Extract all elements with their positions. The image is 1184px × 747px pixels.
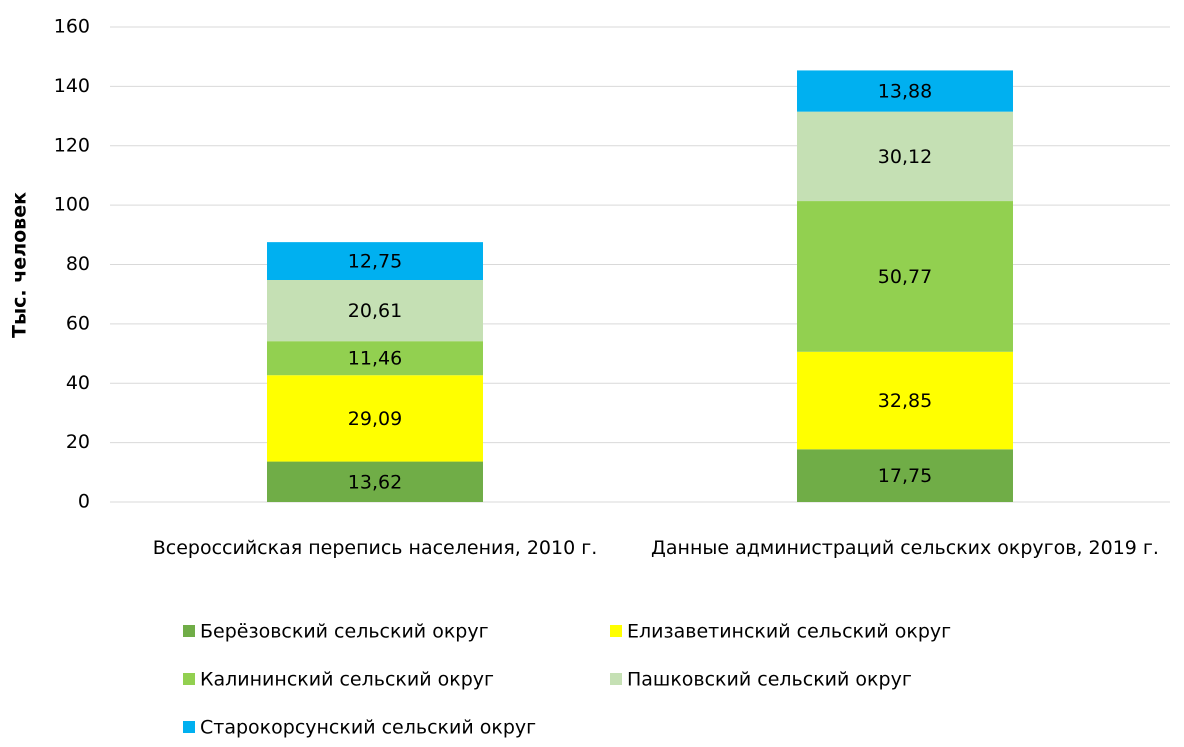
y-tick-label: 40 — [66, 372, 90, 394]
bar-segment — [797, 70, 1013, 112]
data-label: 30,12 — [878, 146, 932, 168]
bar-segment — [267, 461, 483, 502]
y-tick-label: 160 — [54, 16, 90, 38]
bar-segment — [797, 111, 1013, 202]
x-tick-label: Данные администраций сельских округов, 2… — [651, 537, 1159, 559]
y-tick-label: 80 — [66, 253, 90, 275]
legend-swatch — [610, 625, 622, 637]
data-label: 13,88 — [878, 81, 932, 103]
data-label: 17,75 — [878, 465, 932, 487]
y-tick-label: 60 — [66, 312, 90, 334]
bar-segment — [267, 341, 483, 376]
legend-swatch — [183, 721, 195, 733]
bar-segment — [797, 201, 1013, 352]
legend-label: Калининский сельский округ — [200, 669, 494, 691]
data-label: 50,77 — [878, 266, 932, 288]
bar-segment — [797, 351, 1013, 450]
y-tick-label: 140 — [54, 75, 90, 97]
data-label: 13,62 — [348, 471, 402, 493]
y-tick-label: 20 — [66, 431, 90, 453]
data-label: 29,09 — [348, 408, 402, 430]
legend-label: Елизаветинский сельский округ — [627, 621, 951, 643]
bar-segment — [267, 375, 483, 462]
y-tick-label: 120 — [54, 134, 90, 156]
legend-label: Пашковский сельский округ — [627, 669, 912, 691]
legend-label: Старокорсунский сельский округ — [200, 717, 536, 739]
data-label: 11,46 — [348, 348, 402, 370]
bar-segment — [267, 279, 483, 342]
legend-swatch — [183, 625, 195, 637]
legend-swatch — [610, 673, 622, 685]
x-tick-label: Всероссийская перепись населения, 2010 г… — [152, 537, 598, 559]
bar-segment — [797, 449, 1013, 502]
bar-segment — [267, 242, 483, 280]
legend-label: Берёзовский сельский округ — [200, 621, 489, 643]
data-label: 20,61 — [348, 300, 402, 322]
data-label: 32,85 — [878, 390, 932, 412]
y-tick-label: 0 — [78, 491, 90, 513]
y-tick-label: 100 — [54, 194, 90, 216]
legend-swatch — [183, 673, 195, 685]
y-axis-label: Тыс. человек — [9, 192, 31, 338]
data-label: 12,75 — [348, 251, 402, 273]
